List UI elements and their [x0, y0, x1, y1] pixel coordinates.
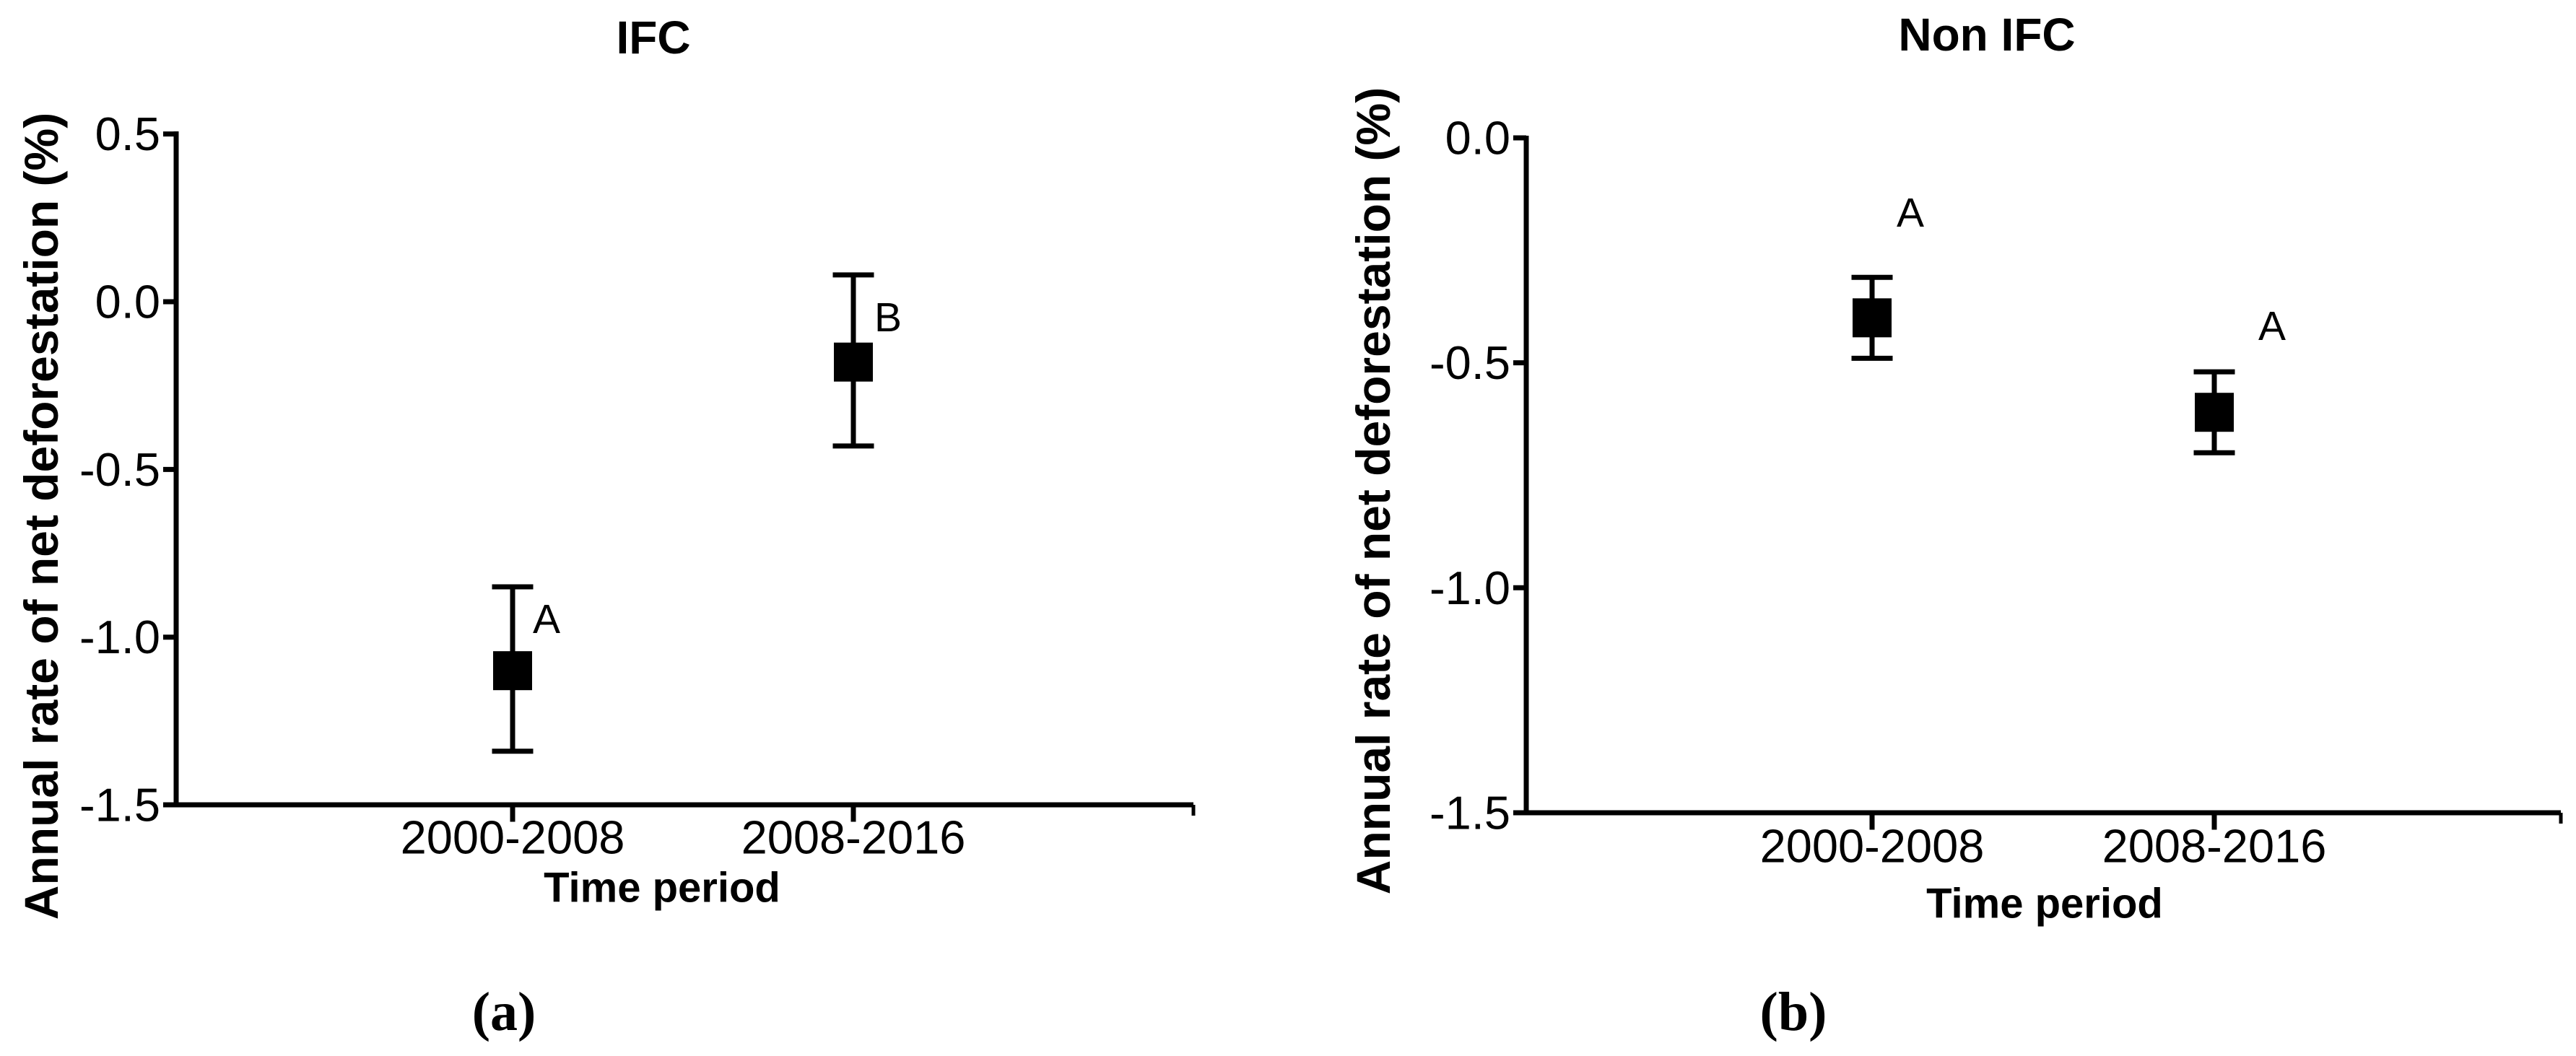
significance-letter: A	[1897, 190, 1924, 236]
data-point-marker	[1853, 298, 1892, 338]
significance-letter: A	[2258, 303, 2286, 349]
y-tick-label: -1.0	[1430, 562, 1510, 614]
y-tick-label: 0.0	[95, 276, 160, 328]
x-tick-label: 2008-2016	[2102, 820, 2327, 873]
data-point-marker	[493, 651, 532, 691]
x-tick-label: 2000-2008	[1760, 820, 1985, 873]
y-tick-label: -0.5	[79, 443, 160, 496]
x-tick-label: 2000-2008	[401, 811, 625, 864]
y-tick-label: -1.0	[79, 611, 160, 663]
y-tick-label: -0.5	[1430, 336, 1510, 389]
y-tick-label: -1.5	[1430, 786, 1510, 839]
y-tick-label: 0.0	[1445, 112, 1510, 165]
significance-letter: A	[533, 596, 560, 642]
panel-title: Non IFC	[1898, 9, 2075, 61]
panel-caption: (b)	[1760, 982, 1827, 1042]
data-point-marker	[2195, 393, 2234, 432]
y-tick-label: -1.5	[79, 779, 160, 832]
y-axis-title: Annual rate of net deforestation (%)	[14, 113, 68, 920]
y-tick-label: 0.5	[95, 108, 160, 160]
panel-caption: (a)	[472, 982, 536, 1042]
y-axis-title: Annual rate of net deforestation (%)	[1346, 87, 1400, 894]
significance-letter: B	[874, 294, 902, 341]
x-axis-title: Time period	[544, 865, 780, 912]
panel-title: IFC	[616, 12, 690, 64]
data-point-marker	[834, 342, 873, 382]
x-axis-title: Time period	[1926, 881, 2163, 928]
x-tick-label: 2008-2016	[741, 811, 966, 864]
